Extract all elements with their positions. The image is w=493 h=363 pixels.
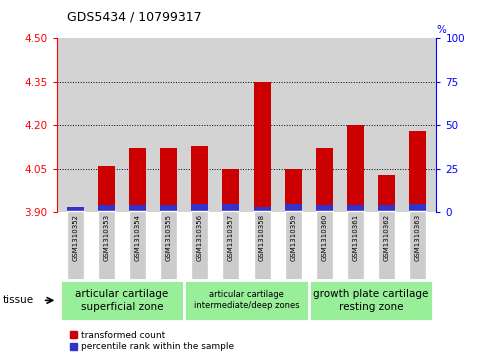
Text: GSM1310363: GSM1310363 (415, 214, 421, 261)
FancyBboxPatch shape (60, 280, 184, 321)
Bar (284, 169, 302, 212)
FancyBboxPatch shape (253, 211, 271, 280)
Bar (129, 148, 146, 212)
Text: GDS5434 / 10799317: GDS5434 / 10799317 (67, 11, 201, 24)
Text: %: % (436, 25, 446, 34)
Text: GSM1310354: GSM1310354 (135, 214, 141, 261)
Text: GSM1310360: GSM1310360 (321, 214, 327, 261)
Text: growth plate cartilage
resting zone: growth plate cartilage resting zone (313, 289, 428, 311)
Text: articular cartilage
intermediate/deep zones: articular cartilage intermediate/deep zo… (194, 290, 299, 310)
FancyBboxPatch shape (129, 211, 146, 280)
Text: GSM1310358: GSM1310358 (259, 214, 265, 261)
Text: GSM1310361: GSM1310361 (352, 214, 358, 261)
Text: GSM1310352: GSM1310352 (72, 214, 78, 261)
Bar (378, 175, 395, 212)
FancyBboxPatch shape (184, 280, 309, 321)
Bar (67, 207, 84, 212)
Bar (347, 125, 364, 212)
FancyBboxPatch shape (160, 211, 177, 280)
Bar (347, 205, 364, 212)
FancyBboxPatch shape (409, 211, 426, 280)
Legend: transformed count, percentile rank within the sample: transformed count, percentile rank withi… (66, 327, 237, 355)
FancyBboxPatch shape (347, 211, 364, 280)
FancyBboxPatch shape (191, 211, 209, 280)
Text: GSM1310355: GSM1310355 (166, 214, 172, 261)
Bar (253, 82, 271, 212)
Text: GSM1310357: GSM1310357 (228, 214, 234, 261)
Text: GSM1310353: GSM1310353 (104, 214, 109, 261)
FancyBboxPatch shape (316, 211, 333, 280)
Bar (222, 204, 240, 212)
Bar (409, 204, 426, 212)
Bar (316, 148, 333, 212)
Bar (160, 205, 177, 212)
Bar (284, 204, 302, 212)
FancyBboxPatch shape (309, 280, 433, 321)
Text: GSM1310356: GSM1310356 (197, 214, 203, 261)
Bar (409, 131, 426, 212)
Bar (316, 205, 333, 212)
FancyBboxPatch shape (284, 211, 302, 280)
Bar (129, 205, 146, 212)
FancyBboxPatch shape (67, 211, 84, 280)
Text: GSM1310359: GSM1310359 (290, 214, 296, 261)
FancyBboxPatch shape (222, 211, 240, 280)
Bar (378, 205, 395, 212)
FancyBboxPatch shape (98, 211, 115, 280)
Bar (253, 207, 271, 212)
Bar (191, 204, 209, 212)
Text: tissue: tissue (2, 295, 34, 305)
Text: GSM1310362: GSM1310362 (384, 214, 389, 261)
Bar (160, 148, 177, 212)
Bar (98, 166, 115, 212)
Text: articular cartilage
superficial zone: articular cartilage superficial zone (75, 289, 169, 311)
FancyBboxPatch shape (378, 211, 395, 280)
Bar (222, 169, 240, 212)
Bar (67, 207, 84, 212)
Bar (98, 205, 115, 212)
Bar (191, 146, 209, 212)
